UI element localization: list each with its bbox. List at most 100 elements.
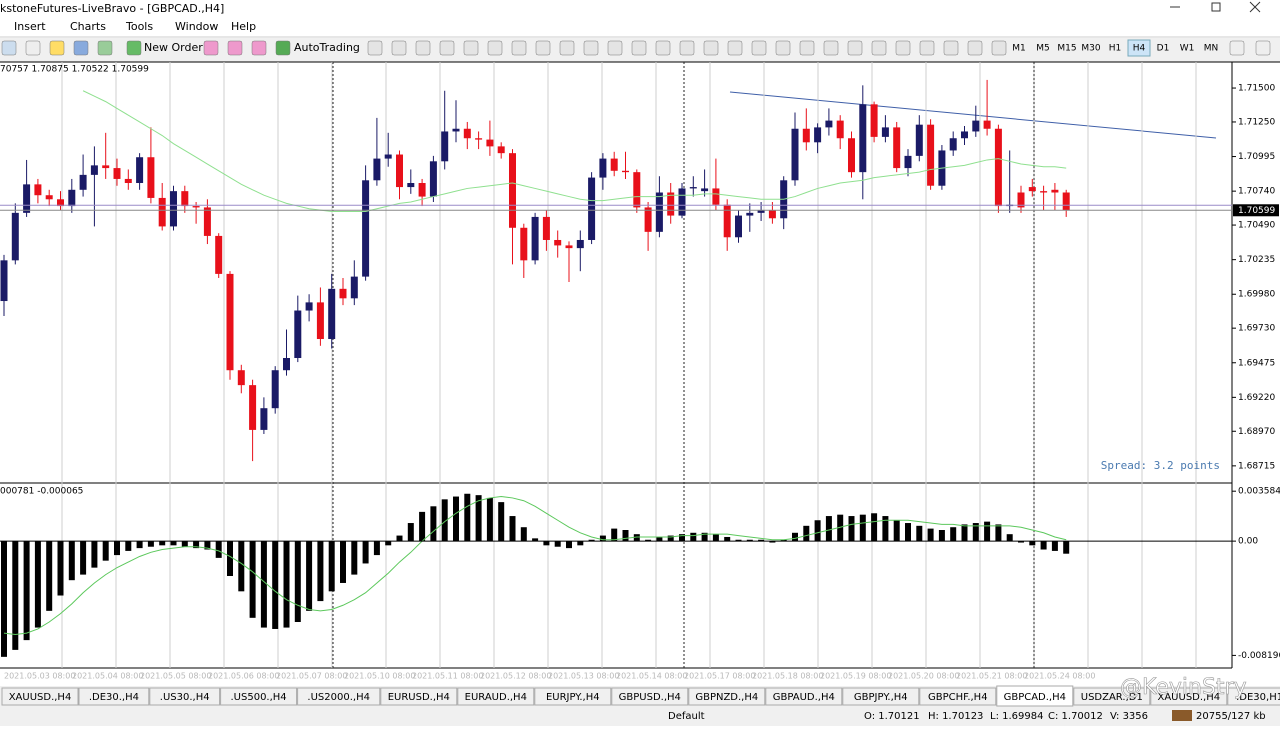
symbol-tab-label[interactable]: XAUUSD.,H4 [9, 692, 72, 703]
symbol-tab[interactable] [688, 687, 766, 706]
toolbar-button[interactable] [487, 40, 503, 56]
candle-body [396, 154, 403, 188]
toolbar-button[interactable] [367, 40, 383, 56]
timeframe-button[interactable]: M1 [1012, 44, 1026, 54]
toolbar-button[interactable] [25, 40, 41, 56]
symbol-tab-label[interactable]: GBPJPY.,H4 [854, 692, 908, 703]
toolbar-button[interactable] [203, 40, 219, 56]
toolbar-button[interactable] [511, 40, 527, 56]
symbol-tab[interactable] [149, 687, 221, 706]
toolbar-button[interactable] [799, 40, 815, 56]
window-controls[interactable] [1170, 1, 1261, 13]
toolbar-button[interactable] [751, 40, 767, 56]
toolbar-button[interactable] [1255, 40, 1271, 56]
symbol-tab[interactable] [842, 687, 920, 706]
menu-item[interactable]: Window [175, 20, 218, 33]
menu-item[interactable]: Tools [125, 20, 153, 33]
toolbar-button[interactable] [655, 40, 671, 56]
symbol-tab-label[interactable]: GBPCAD.,H4 [1004, 692, 1066, 703]
symbol-tab-label[interactable]: USDZAR.,D1 [1081, 692, 1143, 703]
toolbar-button[interactable] [126, 40, 142, 56]
toolbar-button[interactable] [439, 40, 455, 56]
symbol-tab-label[interactable]: EURAUD.,H4 [465, 692, 527, 703]
traffic-meter [1172, 710, 1192, 721]
symbol-tab[interactable] [534, 687, 612, 706]
toolbar-button[interactable] [847, 40, 863, 56]
toolbar-button[interactable] [49, 40, 65, 56]
symbol-tab-label[interactable]: GBPCHF.,H4 [928, 692, 988, 703]
symbol-tab-label[interactable]: .US2000.,H4 [307, 692, 370, 703]
toolbar-button[interactable] [583, 40, 599, 56]
toolbar-button[interactable] [871, 40, 887, 56]
toolbar-button[interactable] [251, 40, 267, 56]
toolbar-button[interactable] [895, 40, 911, 56]
toolbar-button[interactable] [463, 40, 479, 56]
symbol-tab[interactable] [1, 687, 79, 706]
symbol-tab-label[interactable]: GBPNZD.,H4 [695, 692, 758, 703]
symbol-tab-label[interactable]: EURJPY.,H4 [546, 692, 600, 703]
symbol-tab-label[interactable]: .US30.,H4 [160, 692, 210, 703]
symbol-tab-label[interactable]: .US500.,H4 [231, 692, 287, 703]
symbol-tab[interactable] [457, 687, 535, 706]
timeframe-button[interactable]: H4 [1133, 44, 1146, 54]
toolbar-button[interactable] [679, 40, 695, 56]
toolbar-button[interactable] [631, 40, 647, 56]
toolbar-button[interactable] [967, 40, 983, 56]
candle-body [701, 188, 709, 192]
timeframe-button[interactable]: M15 [1057, 44, 1076, 54]
symbol-tab-label[interactable]: .DE30.,H4 [89, 692, 139, 703]
symbol-tab[interactable] [1073, 687, 1151, 706]
menu-item[interactable]: Help [231, 20, 256, 33]
symbol-tab[interactable] [220, 687, 298, 706]
y-tick-label: 1.71500 [1238, 84, 1275, 94]
timeframe-button[interactable]: W1 [1180, 44, 1195, 54]
toolbar-button[interactable] [73, 40, 89, 56]
x-tick-label: 2021.05.17 08:00 [684, 672, 755, 681]
histogram-bar [667, 535, 674, 542]
toolbar-button[interactable] [991, 40, 1007, 56]
timeframe-button[interactable]: MN [1204, 44, 1219, 54]
histogram-bar [57, 541, 64, 596]
toolbar-button[interactable] [703, 40, 719, 56]
timeframe-button[interactable]: H1 [1109, 44, 1122, 54]
symbol-tab-label[interactable]: .DE30,H1 [1236, 692, 1280, 703]
toolbar-button[interactable] [823, 40, 839, 56]
symbol-tab[interactable] [996, 685, 1074, 707]
timeframe-button[interactable]: M30 [1081, 44, 1100, 54]
histogram-bar [102, 541, 109, 561]
candle-body [588, 177, 596, 240]
toolbar-button[interactable] [535, 40, 551, 56]
candle-body [949, 138, 957, 151]
toolbar-button[interactable] [275, 40, 291, 56]
toolbar-button[interactable] [97, 40, 113, 56]
timeframe-button[interactable]: D1 [1157, 44, 1170, 54]
symbol-tab[interactable] [611, 687, 689, 706]
menu-item[interactable]: Charts [70, 20, 106, 33]
timeframe-button[interactable]: M5 [1036, 44, 1050, 54]
symbol-tab-label[interactable]: GBPUSD.,H4 [619, 692, 681, 703]
toolbar-button[interactable] [607, 40, 623, 56]
toolbar-button[interactable] [943, 40, 959, 56]
symbol-tab-label[interactable]: GBPAUD.,H4 [773, 692, 835, 703]
toolbar-button[interactable] [727, 40, 743, 56]
symbol-tab-label[interactable]: XAUUSD.,H4 [1157, 692, 1220, 703]
symbol-tab[interactable] [78, 687, 150, 706]
toolbar-button[interactable] [1229, 40, 1245, 56]
toolbar-button[interactable] [559, 40, 575, 56]
toolbar-button[interactable] [1, 40, 17, 56]
symbol-tab[interactable] [1227, 687, 1280, 706]
symbol-tab[interactable] [380, 687, 458, 706]
symbol-tab[interactable] [765, 687, 843, 706]
symbol-tab[interactable] [919, 687, 997, 706]
toolbar-button[interactable] [227, 40, 243, 56]
new-order-label[interactable]: New Order [144, 41, 203, 54]
autotrading-label[interactable]: AutoTrading [294, 41, 360, 54]
toolbar-button[interactable] [391, 40, 407, 56]
toolbar-button[interactable] [415, 40, 431, 56]
symbol-tab-label[interactable]: EURUSD.,H4 [388, 692, 450, 703]
toolbar-button[interactable] [775, 40, 791, 56]
symbol-tab[interactable] [297, 687, 381, 706]
symbol-tab[interactable] [1150, 687, 1228, 706]
toolbar-button[interactable] [919, 40, 935, 56]
menu-item[interactable]: Insert [14, 20, 46, 33]
